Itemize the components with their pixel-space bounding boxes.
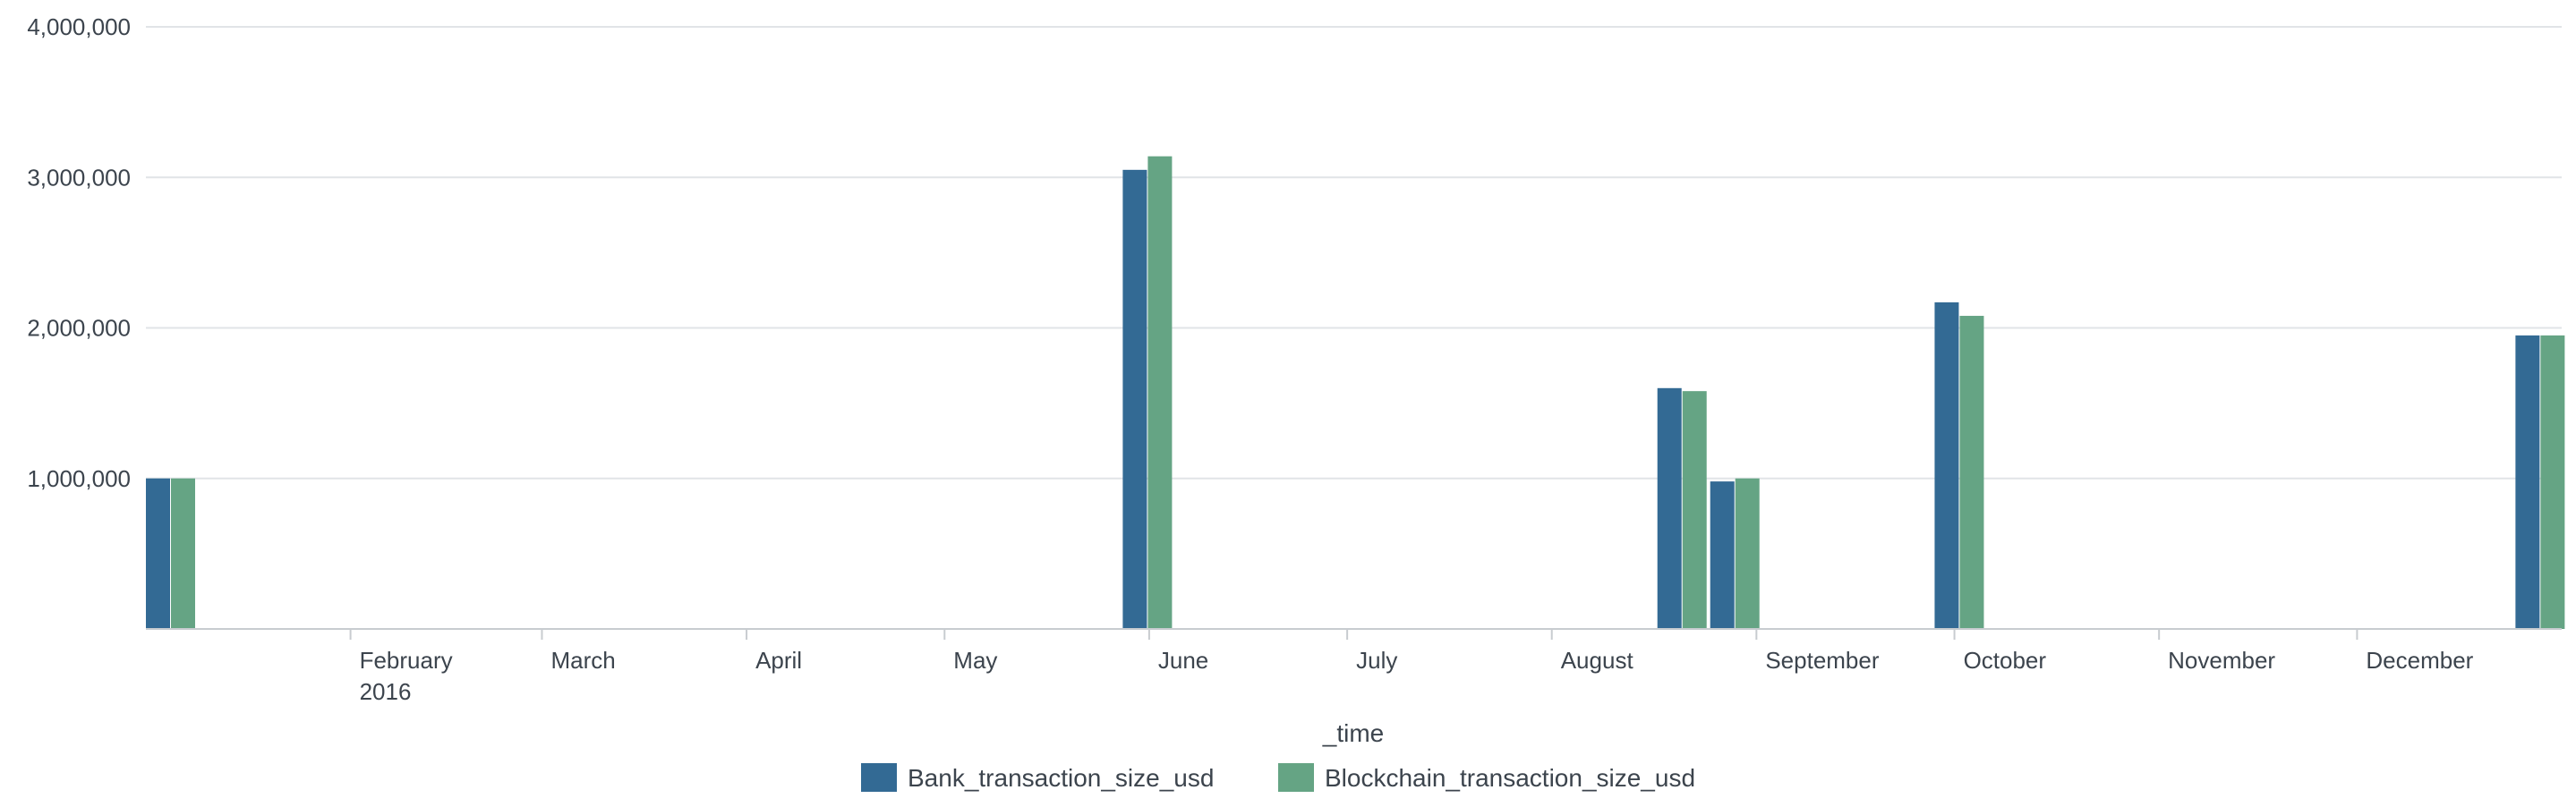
legend-label[interactable]: Bank_transaction_size_usd <box>908 764 1214 792</box>
x-tick-label: December <box>2366 647 2473 674</box>
bar-bank-transaction-size-usd[interactable] <box>1657 387 1682 629</box>
axes <box>146 628 2562 640</box>
bar-bank-transaction-size-usd[interactable] <box>1934 302 1959 629</box>
x-tick-label: May <box>953 647 997 674</box>
bar-blockchain-transaction-size-usd[interactable] <box>1682 391 1707 629</box>
x-tick-label: June <box>1158 647 1208 674</box>
bar-bank-transaction-size-usd[interactable] <box>146 478 170 629</box>
bar-bank-transaction-size-usd[interactable] <box>1122 169 1147 629</box>
x-tick-label: July <box>1356 647 1397 674</box>
bars <box>146 156 2565 629</box>
x-axis-tick-labels: February 2016 March April May June July August S… <box>360 647 2474 705</box>
x-tick-label: August <box>1561 647 1634 674</box>
bar-blockchain-transaction-size-usd[interactable] <box>1959 316 1984 629</box>
bar-blockchain-transaction-size-usd[interactable] <box>171 478 195 629</box>
x-tick-label: April <box>755 647 802 674</box>
legend-swatch[interactable] <box>861 763 897 792</box>
y-tick-label: 1,000,000 <box>27 465 131 492</box>
y-tick-label: 3,000,000 <box>27 164 131 191</box>
gridlines <box>146 26 2562 480</box>
legend-label[interactable]: Blockchain_transaction_size_usd <box>1325 764 1695 792</box>
bar-bank-transaction-size-usd[interactable] <box>1710 481 1735 629</box>
y-axis-tick-labels: 1,000,000 2,000,000 3,000,000 4,000,000 <box>27 13 131 492</box>
x-axis-title: _time <box>1322 719 1384 747</box>
bar-blockchain-transaction-size-usd[interactable] <box>1735 478 1760 629</box>
legend: Bank_transaction_size_usd Blockchain_tran… <box>861 763 1695 792</box>
bar-bank-transaction-size-usd[interactable] <box>2515 335 2540 629</box>
legend-swatch[interactable] <box>1278 763 1314 792</box>
x-tick-label: February <box>360 647 453 674</box>
x-tick-sublabel: 2016 <box>360 678 412 705</box>
bar-blockchain-transaction-size-usd[interactable] <box>1147 156 1173 629</box>
x-tick-label: March <box>550 647 615 674</box>
bar-blockchain-transaction-size-usd[interactable] <box>2540 335 2565 629</box>
y-tick-label: 2,000,000 <box>27 315 131 342</box>
x-tick-label: September <box>1765 647 1880 674</box>
y-tick-label: 4,000,000 <box>27 13 131 40</box>
x-tick-label: October <box>1964 647 2047 674</box>
x-tick-label: November <box>2168 647 2275 674</box>
